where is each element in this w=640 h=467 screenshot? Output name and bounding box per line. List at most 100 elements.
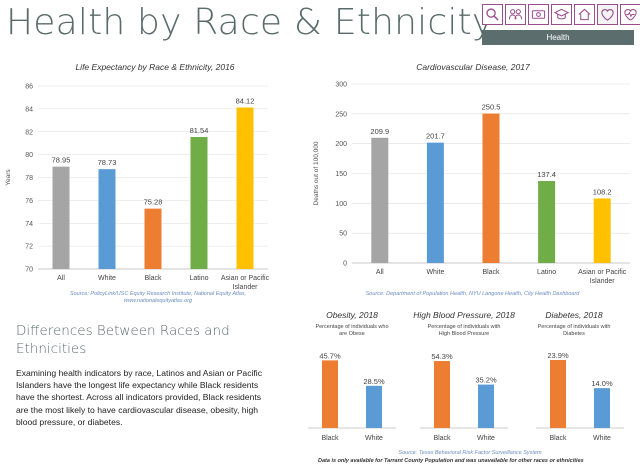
x-tick-label: Black xyxy=(321,435,339,442)
bar-all xyxy=(371,137,389,263)
y-tick-label: 150 xyxy=(335,171,347,178)
y-tick-label: 72 xyxy=(25,244,33,251)
bar-white xyxy=(366,385,382,428)
body-paragraph: Examining health indicators by race, Lat… xyxy=(16,368,263,427)
data-label: 209.9 xyxy=(370,127,389,136)
y-tick-label: 76 xyxy=(25,198,33,205)
nav-health-button[interactable] xyxy=(597,4,618,25)
data-label: 78.95 xyxy=(52,156,71,165)
y-tick-label: 82 xyxy=(25,129,33,136)
people-icon xyxy=(508,9,523,20)
section-label-bar: Health xyxy=(482,30,634,45)
high-blood-pressure-chart: 54.3% Black 35.2% White xyxy=(420,352,508,442)
x-tick-label: Asian or Pacific xyxy=(221,275,270,282)
y-tick-label: 250 xyxy=(335,111,347,118)
y-axis-label: Years xyxy=(5,169,12,186)
hbp-chart-title: High Blood Pressure, 2018 xyxy=(413,310,515,320)
house-icon xyxy=(578,8,591,21)
search-icon xyxy=(486,8,499,21)
bar-black xyxy=(482,113,500,263)
data-label: 250.5 xyxy=(482,103,501,112)
x-tick-label: White xyxy=(365,435,383,442)
data-label: 84.12 xyxy=(236,97,255,106)
x-tick-label: All xyxy=(57,275,65,282)
nav-wellness-button[interactable] xyxy=(620,4,640,25)
data-label: 81.54 xyxy=(190,126,209,135)
y-tick-label: 100 xyxy=(335,201,347,208)
life-chart-title: Life Expectancy by Race & Ethnicity, 201… xyxy=(75,62,235,72)
data-label: 23.9% xyxy=(547,351,569,360)
bar-white xyxy=(426,142,444,263)
data-label: 75.28 xyxy=(144,198,163,207)
x-tick-label: All xyxy=(376,269,384,276)
nav-search-button[interactable] xyxy=(482,4,503,25)
data-label: 78.73 xyxy=(98,158,117,167)
bar-asian-or-pacific-islander xyxy=(593,198,611,263)
x-tick-label: Black xyxy=(144,275,162,282)
small-charts-note: Data is only available for Tarrant Count… xyxy=(318,458,584,464)
x-tick-label: White xyxy=(477,435,495,442)
bar-black xyxy=(144,208,162,269)
cvd-chart-title: Cardiovascular Disease, 2017 xyxy=(416,62,530,72)
cardiovascular-chart: 0 50 100 150 200 250 300 Deaths out of 100,000 2… xyxy=(313,82,630,285)
heart-icon xyxy=(601,9,614,21)
x-tick-label: White xyxy=(593,435,611,442)
school-icon xyxy=(554,8,569,20)
bar-black xyxy=(550,359,566,428)
data-label: 201.7 xyxy=(426,132,445,141)
data-label: 54.3% xyxy=(431,352,453,361)
bar-latino xyxy=(190,137,208,269)
y-tick-label: 0 xyxy=(343,261,347,268)
x-tick-label: Latino xyxy=(189,275,208,282)
y-tick-label: 70 xyxy=(25,267,33,274)
y-tick-label: 300 xyxy=(335,82,347,89)
nav-housing-button[interactable] xyxy=(574,4,595,25)
nav-economy-button[interactable] xyxy=(528,4,549,25)
data-label: 137.4 xyxy=(537,170,556,179)
x-tick-label: Black xyxy=(549,435,567,442)
x-tick-label: Islander xyxy=(590,278,616,285)
diabetes-chart-title: Diabetes, 2018 xyxy=(545,310,603,320)
page-title: Health by Race & Ethnicity xyxy=(6,2,494,43)
obesity-chart-title: Obesity, 2018 xyxy=(326,310,378,320)
diabetes-chart-subtitle: Percentage of individuals with Diabetes xyxy=(537,324,611,337)
cvd-chart-source: Source: Department of Population Health,… xyxy=(365,291,580,297)
obesity-chart: 45.7% Black 28.5% White xyxy=(308,351,396,442)
diabetes-chart: 23.9% Black 14.0% White xyxy=(536,351,624,442)
y-tick-label: 80 xyxy=(25,152,33,159)
y-tick-label: 84 xyxy=(25,106,33,113)
life-chart-source: Source: PolicyLink/USC Equity Research I… xyxy=(69,291,247,305)
data-label: 45.7% xyxy=(319,351,341,360)
nav-people-button[interactable] xyxy=(505,4,526,25)
x-tick-label: Islander xyxy=(233,284,259,291)
y-tick-label: 86 xyxy=(25,84,33,91)
obesity-chart-subtitle: Percentage of individuals who are Obese xyxy=(315,324,389,337)
data-label: 35.2% xyxy=(475,376,497,385)
data-label: 108.2 xyxy=(593,187,612,196)
hbp-chart-subtitle: Percentage of individuals with High Bloo… xyxy=(427,324,501,337)
section-heading: Differences Between Races and Ethnicitie… xyxy=(16,323,230,358)
bar-white xyxy=(594,388,610,428)
life-expectancy-chart: 70 72 74 76 78 80 82 84 86 Years 78.95 All 78.73 Whit… xyxy=(5,84,270,292)
bar-all xyxy=(52,166,70,269)
health-icon xyxy=(624,9,637,21)
bar-white xyxy=(478,384,494,428)
bar-white xyxy=(98,169,116,269)
x-tick-label: Asian or Pacific xyxy=(578,269,627,276)
x-tick-label: Latino xyxy=(537,269,556,276)
y-tick-label: 200 xyxy=(335,141,347,148)
x-tick-label: Black xyxy=(433,435,451,442)
x-tick-label: White xyxy=(98,275,116,282)
bar-latino xyxy=(538,181,556,263)
bar-black xyxy=(322,360,338,428)
bar-black xyxy=(434,361,450,428)
y-axis-label: Deaths out of 100,000 xyxy=(313,141,320,205)
bar-asian-or-pacific-islander xyxy=(236,107,254,269)
x-tick-label: White xyxy=(426,269,444,276)
y-tick-label: 74 xyxy=(25,221,33,228)
nav-education-button[interactable] xyxy=(551,4,572,25)
topic-nav xyxy=(482,4,640,25)
y-tick-label: 50 xyxy=(339,231,347,238)
data-label: 28.5% xyxy=(363,377,385,386)
x-tick-label: Black xyxy=(482,269,500,276)
